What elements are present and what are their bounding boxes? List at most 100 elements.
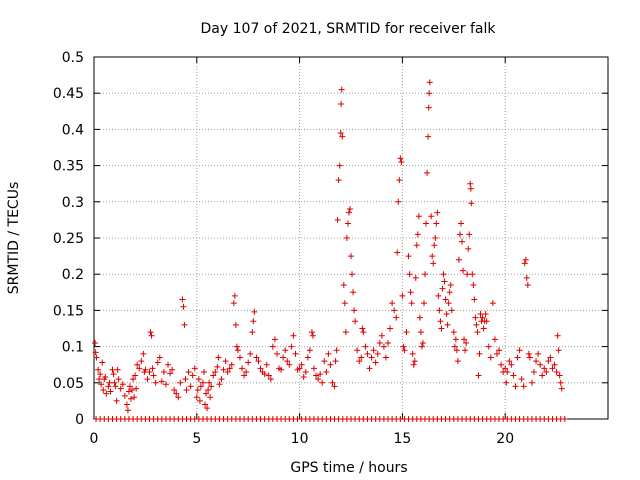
data-point xyxy=(346,206,353,213)
data-point xyxy=(154,359,161,366)
data-point xyxy=(528,379,535,386)
y-tick-label: 0.25 xyxy=(53,231,84,247)
data-point xyxy=(282,347,289,354)
data-point xyxy=(537,361,544,368)
y-tick-label: 0.05 xyxy=(53,376,84,392)
x-tick-label: 10 xyxy=(291,431,309,447)
data-point xyxy=(424,169,431,176)
data-point xyxy=(398,158,405,165)
data-point xyxy=(321,358,328,365)
data-point xyxy=(425,104,432,111)
data-point xyxy=(216,381,223,388)
data-point xyxy=(503,379,510,386)
data-point xyxy=(220,366,227,373)
x-tick-label: 0 xyxy=(90,431,99,447)
data-point xyxy=(98,381,105,388)
data-point xyxy=(465,245,472,252)
data-point xyxy=(310,365,317,372)
data-point xyxy=(393,314,400,321)
data-point xyxy=(113,397,120,404)
data-point xyxy=(148,332,155,339)
data-point xyxy=(340,282,347,289)
data-point xyxy=(140,350,147,357)
data-point xyxy=(317,371,324,378)
data-point xyxy=(290,332,297,339)
data-point xyxy=(362,343,369,350)
data-point xyxy=(539,372,546,379)
data-point xyxy=(263,361,270,368)
data-point xyxy=(521,260,528,267)
data-point xyxy=(224,368,231,375)
data-point xyxy=(533,358,540,365)
data-point xyxy=(376,339,383,346)
y-tick-label: 0.3 xyxy=(62,195,84,211)
data-point xyxy=(286,361,293,368)
data-point xyxy=(169,366,176,373)
data-point xyxy=(399,292,406,299)
data-point xyxy=(212,368,219,375)
data-point xyxy=(508,361,515,368)
data-point xyxy=(112,383,119,390)
data-point xyxy=(510,372,517,379)
data-point xyxy=(530,368,537,375)
x-tick-label: 20 xyxy=(496,431,514,447)
grid-lines xyxy=(94,57,608,419)
data-point xyxy=(436,307,443,314)
data-point xyxy=(215,354,222,361)
data-point xyxy=(453,347,460,354)
data-point xyxy=(298,361,305,368)
data-point xyxy=(251,308,258,315)
data-point xyxy=(117,385,124,392)
data-point xyxy=(452,336,459,343)
data-point xyxy=(134,361,141,368)
data-point xyxy=(535,350,542,357)
data-point xyxy=(147,329,154,336)
data-point xyxy=(426,90,433,97)
data-point xyxy=(173,390,180,397)
data-point xyxy=(231,292,238,299)
data-point xyxy=(418,343,425,350)
data-point xyxy=(284,358,291,365)
data-point xyxy=(100,387,107,394)
data-point xyxy=(253,354,260,361)
data-point xyxy=(555,347,562,354)
data-point xyxy=(343,235,350,241)
data-point xyxy=(430,260,437,267)
data-point xyxy=(370,347,377,354)
data-point xyxy=(444,321,451,328)
data-point xyxy=(467,180,474,187)
data-point xyxy=(133,385,140,392)
data-point xyxy=(429,253,436,260)
data-point xyxy=(462,347,469,354)
data-point xyxy=(556,372,563,379)
data-point xyxy=(395,198,402,205)
data-point xyxy=(95,366,102,373)
y-tick-label: 0.45 xyxy=(53,86,84,102)
data-point xyxy=(464,271,471,278)
data-point xyxy=(191,365,198,372)
data-point xyxy=(149,365,156,372)
data-point xyxy=(456,231,463,238)
data-point xyxy=(342,329,349,336)
data-point xyxy=(309,332,316,339)
data-point xyxy=(463,339,470,346)
data-point xyxy=(480,325,487,332)
data-point xyxy=(364,350,371,357)
data-point xyxy=(250,318,257,325)
data-point xyxy=(338,101,345,108)
data-point xyxy=(167,370,174,377)
data-point xyxy=(554,332,561,339)
data-point xyxy=(433,220,440,227)
y-tick-label: 0.35 xyxy=(53,159,84,175)
data-point xyxy=(109,366,116,373)
data-point xyxy=(391,307,398,314)
data-point xyxy=(329,379,336,386)
data-point xyxy=(345,209,352,216)
data-point xyxy=(196,397,203,404)
data-point xyxy=(356,358,363,365)
data-point xyxy=(524,282,531,289)
data-point xyxy=(479,314,486,321)
data-point xyxy=(214,363,221,370)
data-point xyxy=(432,235,439,241)
data-point xyxy=(437,318,444,325)
